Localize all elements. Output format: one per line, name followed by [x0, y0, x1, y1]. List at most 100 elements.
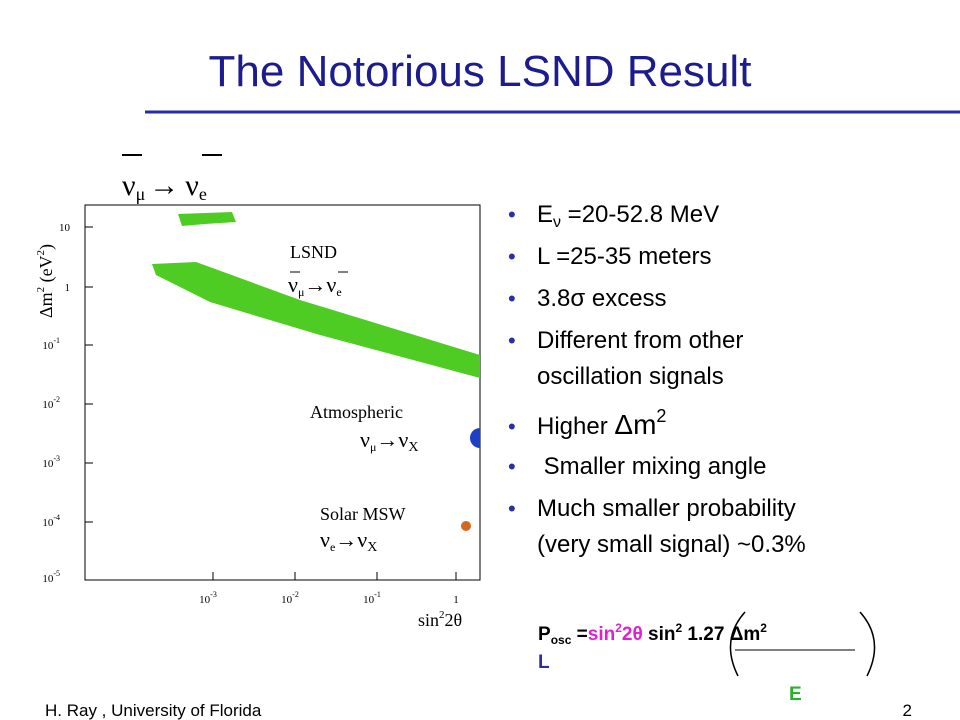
text-part: -2 — [292, 590, 299, 599]
bullet-text: (very small signal) ~0.3% — [537, 531, 806, 558]
x-tick-label: 10-3 — [199, 590, 217, 606]
footer-author: H. Ray , University of Florida — [45, 701, 262, 720]
x-tick-label: 10-1 — [363, 590, 381, 606]
text-part: ν — [553, 214, 561, 231]
plot-frame — [84, 204, 481, 581]
x-tick-label: 10-2 — [281, 590, 299, 606]
bullet-dot: • — [508, 454, 516, 479]
text-part: 2 — [675, 621, 682, 635]
text-part: ν — [320, 527, 330, 552]
bullet-text: Higher Δm2 — [537, 406, 666, 440]
sub: μ — [136, 184, 146, 204]
page-number: 2 — [903, 701, 912, 720]
y-tick-label: 10-3 — [42, 454, 60, 470]
text-part: Δm — [614, 409, 656, 440]
text-part: Δm — [730, 624, 761, 645]
region-solar — [461, 521, 471, 531]
formula-denominator: E — [789, 684, 802, 705]
text-part: 1 — [453, 594, 459, 606]
text-part: osc — [551, 633, 572, 647]
text-part: →ν — [335, 527, 367, 552]
y-tick-label: 10-2 — [42, 395, 60, 411]
text-part: -3 — [53, 454, 60, 463]
text-part: →ν — [304, 272, 336, 297]
text-part: 10 — [42, 340, 54, 352]
formula: Posc =sin22θ sin2 1.27 Δm2 L E — [538, 611, 876, 705]
bullet-dot: • — [508, 244, 516, 269]
bracket — [859, 611, 876, 677]
y-tick-label: 10 — [59, 222, 71, 234]
x-tick-label: 1 — [453, 594, 459, 606]
bullet-list: • Eν =20-52.8 MeV • L =25-35 meters • 3.… — [508, 201, 806, 558]
text-part: μ — [298, 285, 304, 299]
text-part: 2θ — [622, 624, 643, 645]
text-part: = — [571, 624, 587, 645]
annotation-label: Atmospheric — [310, 402, 403, 422]
nu: ν — [122, 169, 136, 202]
text-part: ) — [36, 244, 57, 250]
bullet-dot: • — [508, 202, 516, 227]
bullet-dot: • — [508, 496, 516, 521]
text-part: -2 — [53, 395, 60, 404]
text-part: 2 — [439, 609, 445, 621]
text-part: 10 — [199, 594, 211, 606]
title: The Notorious LSND Result — [209, 47, 752, 96]
bullet-text: oscillation signals — [537, 363, 724, 390]
annotation-label: LSND — [290, 242, 337, 262]
text-part: 2 — [656, 406, 666, 426]
bullet-dot: • — [508, 328, 516, 353]
reaction: νμ→νe — [288, 272, 342, 299]
text-part: μ — [370, 440, 376, 454]
sub: e — [199, 184, 207, 204]
text-part: 1 — [65, 282, 71, 294]
text-part: 10 — [42, 517, 54, 529]
bullet-dot: • — [508, 286, 516, 311]
text-part: -5 — [53, 569, 60, 578]
text-part: 2 — [760, 621, 767, 635]
bullet-dot: • — [508, 414, 516, 439]
text-part: ν — [288, 272, 298, 297]
text-part: Higher — [537, 413, 614, 440]
text-part: E — [537, 201, 553, 228]
text-part: -1 — [53, 336, 60, 345]
arrow: → — [149, 169, 179, 202]
text-part: -4 — [53, 513, 60, 522]
y-axis-label: Δm2 (eV2) — [35, 244, 57, 318]
text-part: X — [408, 440, 418, 455]
text-part: (eV — [36, 255, 57, 286]
text-part: sin — [588, 624, 615, 645]
text-part: 10 — [363, 594, 375, 606]
y-tick-label: 1 — [65, 282, 71, 294]
text-part: 10 — [42, 458, 54, 470]
x-axis-label: sin22θ — [418, 609, 462, 630]
text-part: sin — [418, 610, 439, 630]
text-part: =20-52.8 MeV — [561, 201, 719, 228]
y-tick-labels: 10 1 10-1 10-2 10-3 10-4 10-5 — [42, 222, 70, 585]
text-part: X — [367, 540, 377, 555]
bracket — [729, 611, 746, 677]
reaction: νe→νX — [320, 527, 377, 555]
ticks — [85, 226, 457, 580]
y-tick-label: 10-1 — [42, 336, 60, 352]
bullet-text: Smaller mixing angle — [537, 453, 766, 480]
annotations: LSND νμ→νe Atmospheric νμ→νX Solar MSW ν… — [288, 242, 418, 555]
text-part: 2 — [35, 287, 47, 293]
text-part: →ν — [376, 427, 408, 452]
bullet-text: Different from other — [537, 327, 743, 354]
text-part: 10 — [281, 594, 293, 606]
annotation-label: Solar MSW — [320, 504, 406, 524]
formula-tail: L — [538, 652, 550, 673]
formula-line: Posc =sin22θ sin2 1.27 Δm2 — [538, 621, 767, 647]
bullet-text: Eν =20-52.8 MeV — [537, 201, 719, 231]
text-part: 2θ — [445, 610, 463, 630]
text-part: sin — [643, 624, 676, 645]
text-part: -3 — [210, 590, 217, 599]
plot-heading: νμ → νe — [122, 154, 222, 204]
text-part: ν — [360, 427, 370, 452]
reaction: νμ→νX — [360, 427, 418, 455]
bullet-text: L =25-35 meters — [537, 243, 712, 270]
text-part: e — [330, 540, 335, 554]
y-tick-label: 10-5 — [42, 569, 60, 585]
text-part: 10 — [42, 573, 54, 585]
text-part: -1 — [374, 590, 381, 599]
